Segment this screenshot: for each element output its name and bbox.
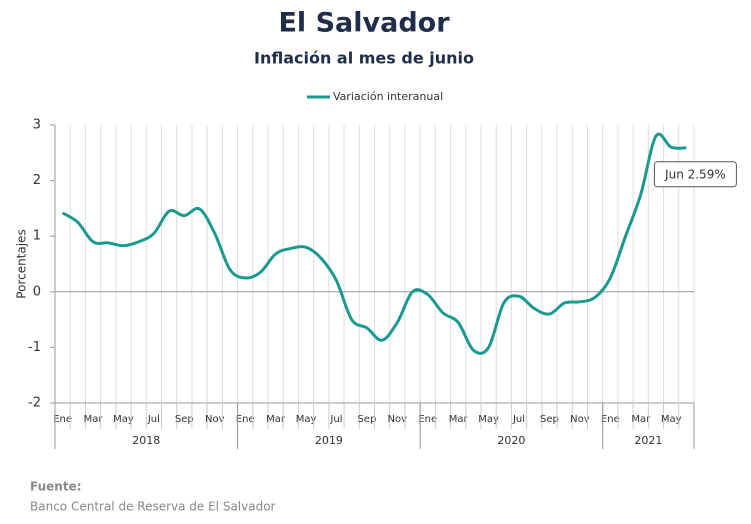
line <box>61 132 687 355</box>
x-tick-label: May <box>113 414 134 425</box>
annotation: Jun 2.59% <box>664 167 726 181</box>
x-tick-label: Ene <box>418 414 437 425</box>
x-tick-label: Jul <box>147 414 160 425</box>
y-tick-label: -2 <box>28 396 41 411</box>
year-label: 2019 <box>315 434 343 447</box>
y-axis-label: Porcentajes <box>15 229 29 298</box>
year-label: 2021 <box>634 434 662 447</box>
y-tick-label: 3 <box>33 118 41 133</box>
year-label: 2018 <box>132 434 160 447</box>
x-tick-label: May <box>296 414 317 425</box>
x-tick-label: Jul <box>512 414 525 425</box>
source-title: Fuente: <box>30 480 82 494</box>
y-tick-label: 0 <box>33 284 41 299</box>
legend-label: Variación interanual <box>333 90 443 103</box>
chart-subtitle: Inflación al mes de junio <box>254 49 474 68</box>
x-tick-label: Nov <box>205 414 225 425</box>
y-tick-label: 1 <box>33 229 41 244</box>
chart-title: El Salvador <box>278 8 450 39</box>
x-tick-label: Sep <box>540 414 559 425</box>
annotation-box <box>653 161 737 188</box>
x-tick-label: Mar <box>631 414 651 425</box>
x-tick-label: Mar <box>84 414 104 425</box>
x-tick-label: Nov <box>570 414 590 425</box>
y-tick-label: -1 <box>28 340 41 355</box>
x-tick-label: Sep <box>357 414 376 425</box>
x-tick-label: Sep <box>175 414 194 425</box>
x-tick-label: Mar <box>449 414 469 425</box>
x-tick-label: Ene <box>53 414 72 425</box>
x-tick-label: Jul <box>329 414 342 425</box>
x-tick-label: May <box>478 414 499 425</box>
x-tick-label: Mar <box>266 414 286 425</box>
x-tick-label: Nov <box>388 414 408 425</box>
x-tick-label: May <box>661 414 682 425</box>
year-label: 2020 <box>497 434 525 447</box>
source: Banco Central de Reserva de El Salvador <box>30 500 276 514</box>
x-tick-label: Ene <box>236 414 255 425</box>
x-tick-label: Ene <box>601 414 620 425</box>
y-tick-label: 2 <box>33 173 41 188</box>
